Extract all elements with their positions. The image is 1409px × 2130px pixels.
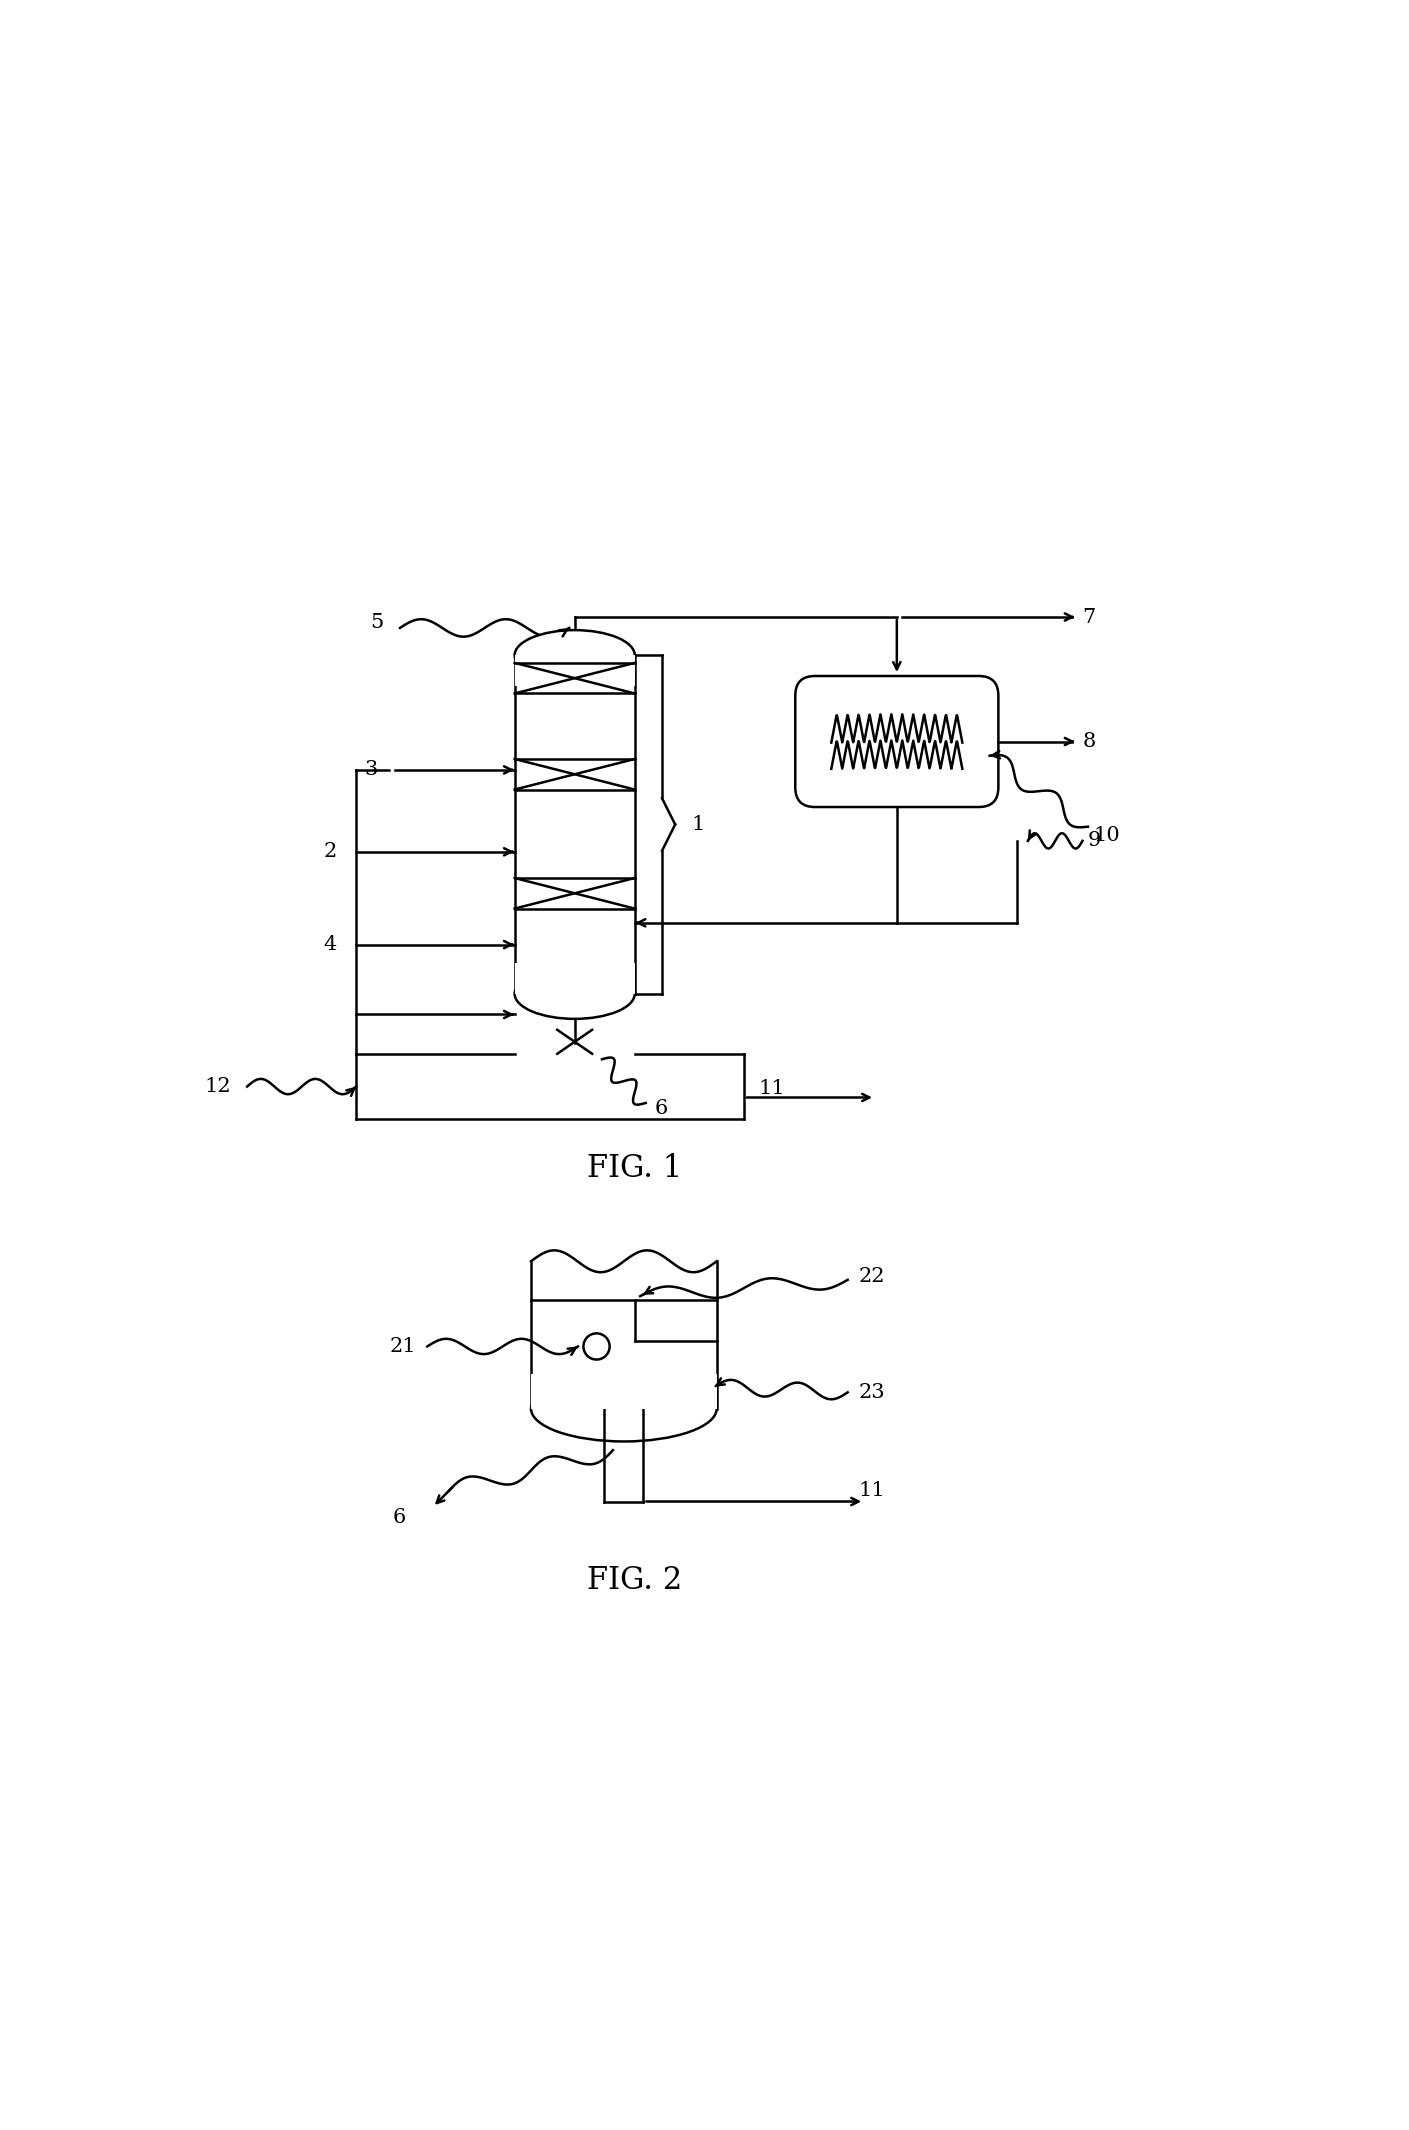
Text: 7: 7 [1082,607,1096,626]
Text: 11: 11 [858,1480,885,1500]
Text: 3: 3 [365,760,378,780]
Text: 22: 22 [858,1267,885,1287]
Ellipse shape [531,1376,717,1442]
Text: 6: 6 [392,1508,406,1527]
Bar [531,1374,717,1408]
Text: 6: 6 [654,1099,668,1118]
Text: 11: 11 [758,1080,785,1099]
FancyBboxPatch shape [795,675,999,807]
Text: FIG. 2: FIG. 2 [588,1566,682,1595]
Text: 5: 5 [371,613,383,633]
Text: 2: 2 [324,841,337,861]
Text: 8: 8 [1082,733,1096,752]
Bar [514,963,634,995]
Text: 1: 1 [692,816,704,835]
Text: 4: 4 [324,935,337,954]
Text: 21: 21 [390,1338,417,1357]
Text: 23: 23 [858,1382,885,1402]
Bar [514,656,634,686]
Text: 10: 10 [1093,826,1120,846]
Text: 9: 9 [1088,831,1102,850]
Ellipse shape [514,969,635,1018]
Text: 12: 12 [204,1078,231,1097]
Ellipse shape [514,630,635,679]
Text: FIG. 1: FIG. 1 [588,1152,682,1184]
